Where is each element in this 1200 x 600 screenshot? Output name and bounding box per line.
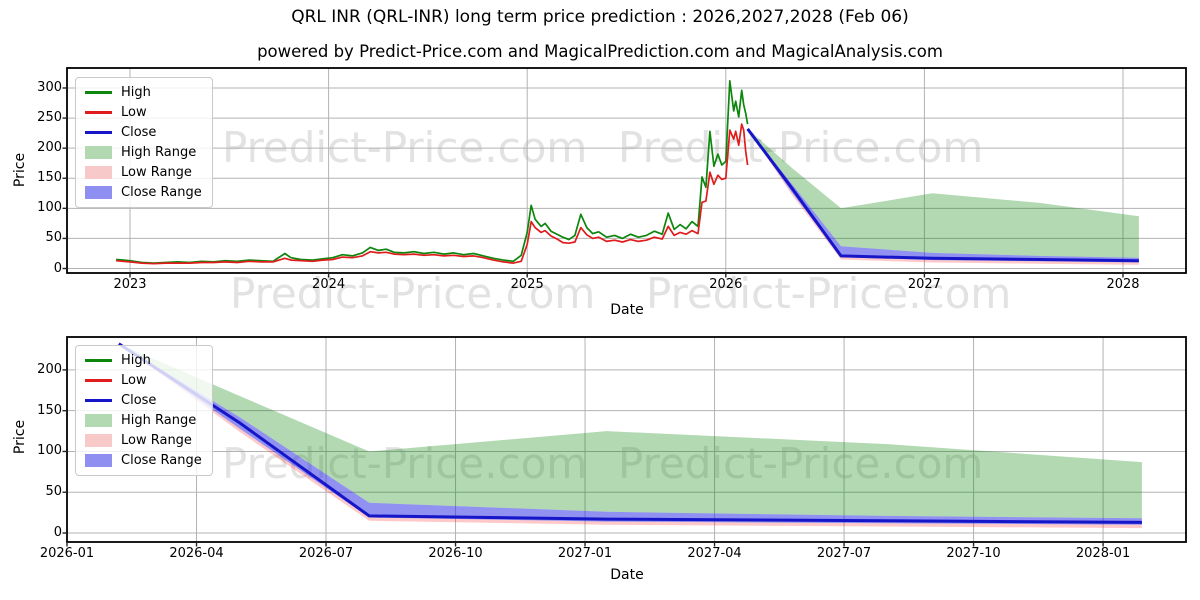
legend-line-swatch	[85, 359, 112, 362]
x-tick-label: 2028-01	[1075, 546, 1131, 561]
legend-label: Low Range	[121, 433, 192, 448]
legend-label: Close	[121, 125, 157, 140]
y-tick-label: 0	[53, 525, 62, 540]
legend-patch-swatch	[85, 186, 112, 199]
watermark-text: Predict-Price.com	[222, 123, 588, 172]
legend-item-close-range: Close Range	[85, 184, 202, 201]
bottom-y-axis-label: Price	[12, 419, 28, 455]
y-tick-label: 50	[45, 230, 62, 246]
y-tick-label: 150	[37, 170, 62, 186]
legend-item-close: Close	[85, 392, 202, 409]
y-tick-label: 300	[37, 79, 62, 95]
top-chart-canvas	[62, 67, 1187, 278]
top-y-axis-label: Price	[12, 152, 28, 188]
legend-label: Close Range	[121, 185, 202, 200]
x-tick-label: 2026-07	[298, 546, 354, 561]
legend-item-high-range: High Range	[85, 412, 202, 429]
legend-line-swatch	[85, 131, 112, 134]
legend-label: High Range	[121, 413, 197, 428]
y-tick-label: 0	[53, 260, 62, 276]
x-tick-label: 2027-07	[816, 546, 872, 561]
legend-patch-swatch	[85, 414, 112, 427]
legend-patch-swatch	[85, 454, 112, 467]
legend-item-low: Low	[85, 104, 202, 121]
page-title: QRL INR (QRL-INR) long term price predic…	[291, 7, 909, 27]
x-tick-label: 2026	[709, 277, 743, 292]
x-tick-label: 2024	[312, 277, 346, 292]
high-line	[116, 79, 749, 264]
top-chart: 2023 2024 2025 2026 2027 2028 0 50 100 150 200 250…	[0, 60, 1200, 318]
legend-line-swatch	[85, 399, 112, 402]
y-tick-label: 150	[37, 402, 62, 418]
plot-border	[66, 336, 1187, 543]
legend-item-close-range: Close Range	[85, 452, 202, 469]
y-tick-label: 250	[37, 110, 62, 126]
legend-line-swatch	[85, 91, 112, 94]
legend-label: Close	[121, 393, 157, 408]
legend-item-low: Low	[85, 372, 202, 389]
y-tick-label: 50	[45, 484, 62, 500]
watermark-text: Predict-Price.com	[646, 269, 1012, 318]
legend-item-high-range: High Range	[85, 144, 202, 161]
x-tick-label: 2027-04	[687, 546, 742, 561]
legend-patch-swatch	[85, 146, 112, 159]
y-tick-label: 100	[37, 443, 62, 459]
high-range-band	[747, 128, 1139, 258]
x-tick-label: 2023	[113, 277, 147, 292]
low-line	[116, 123, 749, 265]
legend-label: High	[121, 353, 151, 368]
legend-item-high: High	[85, 84, 202, 101]
x-tick-label: 2026-01	[39, 546, 95, 561]
legend-label: High	[121, 85, 151, 100]
y-tick-label: 100	[37, 200, 62, 216]
legend-item-low-range: Low Range	[85, 432, 202, 449]
watermark-text: Predict-Price.com	[230, 269, 596, 318]
watermark-text: Predict-Price.com	[618, 443, 983, 485]
x-tick-label: 2026-04	[169, 546, 224, 561]
y-tick-label: 200	[37, 140, 62, 156]
legend-patch-swatch	[85, 434, 112, 447]
legend-label: High Range	[121, 145, 197, 160]
bottom-chart-legend: High Low Close High Range Low Range Close Ran…	[75, 345, 213, 476]
legend-item-close: Close	[85, 124, 202, 141]
plot-border	[66, 67, 1187, 274]
legend-line-swatch	[85, 379, 112, 382]
legend-label: Low Range	[121, 165, 192, 180]
x-tick-label: 2025	[510, 277, 544, 292]
close-prediction-line	[117, 342, 1142, 524]
close-prediction-line	[746, 128, 1139, 263]
top-x-axis-label: Date	[610, 302, 644, 318]
top-chart-legend: High Low Close High Range Low Range Close Ran…	[75, 77, 213, 208]
high-range-band	[118, 343, 1142, 519]
y-tick-label: 200	[37, 361, 62, 377]
page-subtitle: powered by Predict-Price.com and Magical…	[257, 42, 943, 61]
x-tick-label: 2027	[907, 277, 941, 292]
legend-item-high: High	[85, 352, 202, 369]
legend-label: Low	[121, 105, 147, 120]
watermark-text: Predict-Price.com	[618, 123, 984, 172]
legend-item-low-range: Low Range	[85, 164, 202, 181]
legend-patch-swatch	[85, 166, 112, 179]
legend-line-swatch	[85, 111, 112, 114]
bottom-x-axis-label: Date	[610, 567, 644, 583]
x-tick-label: 2027-01	[557, 546, 613, 561]
x-tick-label: 2028	[1106, 277, 1140, 292]
legend-label: Close Range	[121, 453, 202, 468]
bottom-chart: 2026-01 2026-04 2026-07 2026-10 2027-01 2027-…	[0, 330, 1200, 588]
legend-label: Low	[121, 373, 147, 388]
x-tick-label: 2026-10	[428, 546, 483, 561]
bottom-chart-canvas	[62, 336, 1187, 547]
x-tick-label: 2027-10	[946, 546, 1001, 561]
